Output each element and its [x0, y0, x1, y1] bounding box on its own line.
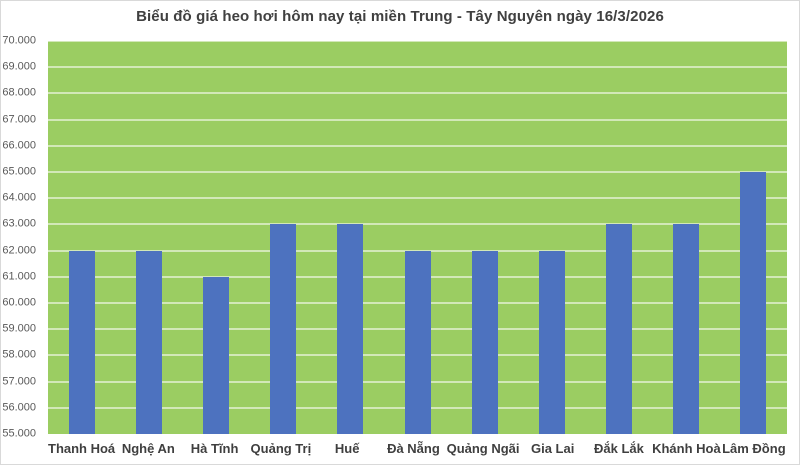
bar	[270, 224, 297, 434]
x-axis-category-label: Huế	[334, 441, 360, 456]
gridline	[48, 197, 787, 200]
y-axis-tick-label: 61.000	[2, 270, 36, 283]
chart-title: Biểu đồ giá heo hơi hôm nay tại miền Tru…	[136, 8, 664, 25]
gridline	[48, 41, 787, 42]
gridline	[48, 171, 787, 174]
gridline	[48, 223, 787, 226]
x-axis-category-label: Nghệ An	[121, 441, 175, 456]
bar	[471, 250, 498, 434]
x-axis-category-label: Hà Tĩnh	[190, 441, 239, 456]
x-axis-category-label: Gia Lai	[530, 441, 575, 456]
bar	[68, 250, 95, 434]
bar	[740, 172, 767, 434]
plot-area	[48, 41, 787, 434]
bar	[202, 276, 229, 434]
bar	[337, 224, 364, 434]
y-axis-tick-label: 67.000	[2, 113, 36, 126]
y-axis-tick-label: 59.000	[2, 322, 36, 335]
y-axis-tick-label: 65.000	[2, 165, 36, 178]
x-axis-category-label: Lâm Đồng	[722, 441, 786, 456]
x-axis-category-label: Thanh Hoá	[48, 441, 116, 456]
y-axis-tick-label: 62.000	[2, 244, 36, 257]
y-axis-tick-label: 58.000	[2, 348, 36, 361]
x-axis-category-label: Quảng Trị	[250, 441, 312, 456]
y-axis-tick-label: 63.000	[2, 217, 36, 230]
bar	[135, 250, 162, 434]
gridline	[48, 144, 787, 147]
gridline	[48, 66, 787, 69]
y-axis-tick-label: 57.000	[2, 375, 36, 388]
x-axis: Thanh Hoá Nghệ An Hà Tĩnh Quảng Trị Huế Đà Nẵ…	[48, 441, 787, 457]
bar	[538, 250, 565, 434]
y-axis-tick-label: 55.000	[2, 427, 36, 440]
x-axis-category-label: Đà Nẵng	[387, 441, 440, 456]
y-axis-tick-label: 64.000	[2, 191, 36, 204]
bar	[404, 250, 431, 434]
y-axis-tick-label: 68.000	[2, 86, 36, 99]
x-axis-category-label: Quảng Ngãi	[446, 441, 520, 456]
x-axis-category-label: Khánh Hoà	[652, 441, 721, 456]
bar	[673, 224, 700, 434]
y-axis-tick-label: 56.000	[2, 401, 36, 414]
y-axis-tick-label: 69.000	[2, 60, 36, 73]
y-axis-tick-label: 66.000	[2, 139, 36, 152]
y-axis: 55.000 56.000 57.000 58.000 59.000 60.000 61.0…	[1, 35, 41, 439]
x-axis-category-label: Đắk Lắk	[594, 441, 644, 456]
y-axis-tick-label: 70.000	[2, 34, 36, 47]
y-axis-tick-label: 60.000	[2, 296, 36, 309]
gridline	[48, 118, 787, 121]
bar	[606, 224, 633, 434]
gridline	[48, 92, 787, 95]
